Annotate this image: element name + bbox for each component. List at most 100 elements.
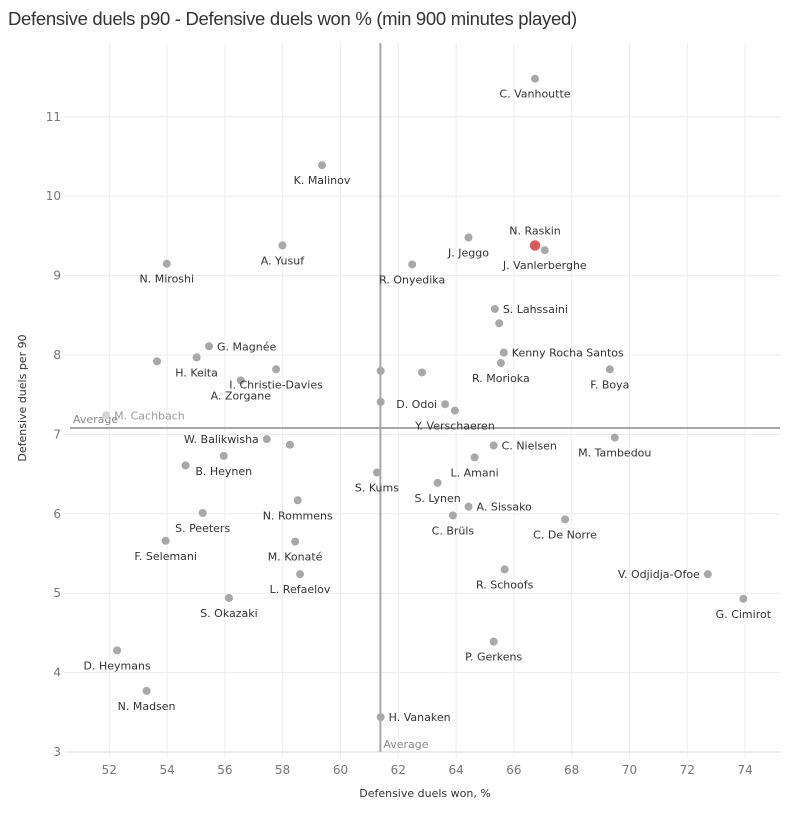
point-label: R. Morioka xyxy=(472,372,530,385)
data-point xyxy=(417,368,426,377)
x-tick-label: 60 xyxy=(333,763,348,777)
data-point xyxy=(278,241,287,250)
point-label: D. Odoi xyxy=(396,398,437,411)
point-label: J. Vanlerberghe xyxy=(502,259,587,272)
point-label: N. Miroshi xyxy=(140,273,195,286)
data-point xyxy=(500,565,509,574)
data-point xyxy=(291,537,300,546)
x-tick-label: 58 xyxy=(275,763,290,777)
data-point xyxy=(489,637,498,646)
point-label: W. Balikwisha xyxy=(184,433,259,446)
point-label: A. Zorgane xyxy=(211,389,272,402)
point-label: A. Yusuf xyxy=(261,254,305,267)
point-label: C. Nielsen xyxy=(502,440,557,453)
x-tick-label: 70 xyxy=(622,763,637,777)
data-point xyxy=(376,366,385,375)
point-label: M. Konaté xyxy=(268,551,323,564)
data-point xyxy=(224,593,233,602)
point-label: I. Christie-Davies xyxy=(229,378,323,391)
x-tick-label: 54 xyxy=(159,763,174,777)
data-point xyxy=(113,646,122,655)
point-label: M. Tambedou xyxy=(578,447,651,460)
data-point xyxy=(530,74,539,83)
data-point xyxy=(272,365,281,374)
point-label: F. Boya xyxy=(590,378,629,391)
point-label: N. Raskin xyxy=(509,224,561,237)
data-point xyxy=(408,260,417,269)
data-point xyxy=(376,713,385,722)
data-point xyxy=(739,594,748,603)
point-label: H. Vanaken xyxy=(389,711,451,724)
data-point xyxy=(285,440,294,449)
data-point xyxy=(318,161,327,170)
chart-title: Defensive duels p90 - Defensive duels wo… xyxy=(8,8,577,29)
data-point xyxy=(605,365,614,374)
x-tick-label: 74 xyxy=(737,763,752,777)
data-point xyxy=(372,468,381,477)
x-tick-label: 64 xyxy=(448,763,463,777)
x-tick-label: 52 xyxy=(102,763,117,777)
data-point xyxy=(219,451,228,460)
data-point xyxy=(181,461,190,470)
data-point xyxy=(610,433,619,442)
data-point xyxy=(499,348,508,357)
data-point xyxy=(198,509,207,518)
point-label: F. Selemani xyxy=(134,550,197,563)
data-point xyxy=(703,570,712,579)
y-axis-title: Defensive duels per 90 xyxy=(16,334,29,461)
x-average-label: Average xyxy=(383,738,428,751)
point-label: R. Onyedika xyxy=(379,273,445,286)
y-tick-label: 5 xyxy=(53,586,61,600)
point-label: P. Gerkens xyxy=(465,651,522,664)
data-point xyxy=(376,397,385,406)
point-label: L. Amani xyxy=(451,466,499,479)
point-label: D. Heymans xyxy=(84,659,151,672)
data-point xyxy=(540,246,549,255)
x-tick-label: 72 xyxy=(680,763,695,777)
point-label: R. Schoofs xyxy=(476,578,534,591)
y-tick-label: 9 xyxy=(53,269,61,283)
data-point xyxy=(464,233,473,242)
point-label: C. Brüls xyxy=(432,524,475,537)
data-point xyxy=(262,435,271,444)
point-label: V. Odjidja-Ofoe xyxy=(618,568,700,581)
data-point xyxy=(561,515,570,524)
point-label: N. Madsen xyxy=(118,700,176,713)
y-tick-label: 10 xyxy=(46,189,61,203)
highlighted-point xyxy=(529,240,541,251)
data-point xyxy=(489,441,498,450)
point-label: N. Rommens xyxy=(263,509,333,522)
data-point xyxy=(470,453,479,462)
x-tick-label: 56 xyxy=(217,763,232,777)
point-label: H. Keita xyxy=(175,366,218,379)
data-point xyxy=(162,259,171,268)
y-tick-label: 4 xyxy=(53,666,61,680)
point-label: S. Peeters xyxy=(175,522,230,535)
point-label: G. Magnée xyxy=(217,340,276,353)
data-point xyxy=(142,686,151,695)
y-tick-label: 3 xyxy=(53,745,61,759)
point-label: S. Lahssaini xyxy=(503,303,568,316)
x-tick-label: 68 xyxy=(564,763,579,777)
point-label: J. Jeggo xyxy=(447,246,489,259)
data-point xyxy=(296,570,305,579)
data-point xyxy=(192,353,201,362)
data-point xyxy=(433,478,442,487)
point-label: Y. Verschaeren xyxy=(414,420,495,433)
data-point xyxy=(293,496,302,505)
point-label: M. Cachbach xyxy=(114,409,185,422)
data-point xyxy=(448,511,457,520)
point-label: G. Cimirot xyxy=(716,608,772,621)
point-label: K. Malinov xyxy=(294,174,351,187)
point-label: Kenny Rocha Santos xyxy=(512,347,624,360)
point-label: C. Vanhoutte xyxy=(499,88,570,101)
point-label: C. De Norre xyxy=(533,528,597,541)
x-tick-label: 62 xyxy=(391,763,406,777)
data-point xyxy=(102,411,111,420)
data-point xyxy=(464,502,473,511)
data-point xyxy=(490,304,499,313)
point-labels: C. Vanhoutte K. Malinov N. Raskin J. Vanler… xyxy=(84,88,772,724)
point-label: B. Heynen xyxy=(195,465,252,478)
y-tick-label: 11 xyxy=(46,110,61,124)
